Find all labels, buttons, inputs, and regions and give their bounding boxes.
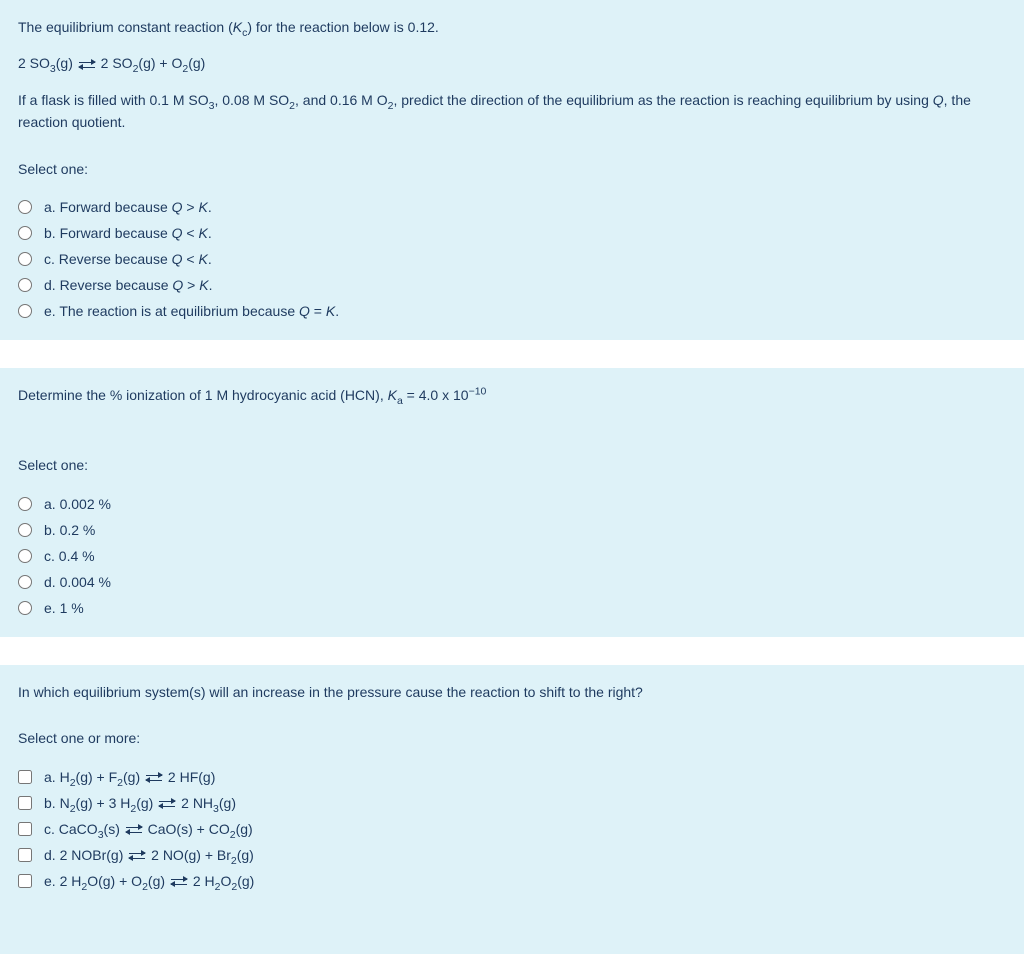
checkbox-input[interactable] [18,822,32,836]
answer-label: a. 0.002 % [44,496,111,512]
select-prompt: Select one: [18,158,1006,180]
answer-option-b[interactable]: b. 0.2 % [18,517,1006,543]
equilibrium-arrow-icon [129,851,145,861]
answer-list: a. 0.002 % b. 0.2 % c. 0.4 % d. 0.004 % … [18,491,1006,621]
question-block-1: The equilibrium constant reaction (Kc) f… [0,0,1024,340]
radio-input[interactable] [18,278,32,292]
answer-option-c[interactable]: c. CaCO3(s) CaO(s) + CO2(g) [18,816,1006,842]
radio-input[interactable] [18,226,32,240]
question-text: The equilibrium constant reaction (Kc) f… [18,16,1006,180]
answer-option-b[interactable]: b. N2(g) + 3 H2(g) 2 NH3(g) [18,790,1006,816]
answer-label: c. 0.4 % [44,548,95,564]
answer-label: d. 0.004 % [44,574,111,590]
text: The equilibrium constant reaction ( [18,19,233,35]
answer-label: a. H2(g) + F2(g) 2 HF(g) [44,769,215,785]
answer-label: c. Reverse because Q < K. [44,251,212,267]
answer-label: a. Forward because Q > K. [44,199,212,215]
select-prompt: Select one or more: [18,727,1006,749]
radio-input[interactable] [18,575,32,589]
question-text: Determine the % ionization of 1 M hydroc… [18,384,1006,477]
question-block-2: Determine the % ionization of 1 M hydroc… [0,368,1024,637]
text: K [233,19,242,35]
answer-option-a[interactable]: a. 0.002 % [18,491,1006,517]
answer-option-e[interactable]: e. 2 H2O(g) + O2(g) 2 H2O2(g) [18,868,1006,894]
answer-option-e[interactable]: e. 1 % [18,595,1006,621]
answer-option-c[interactable]: c. 0.4 % [18,543,1006,569]
answer-label: c. CaCO3(s) CaO(s) + CO2(g) [44,821,253,837]
answer-label: b. 0.2 % [44,522,95,538]
radio-input[interactable] [18,497,32,511]
answer-option-c[interactable]: c. Reverse because Q < K. [18,246,1006,272]
answer-option-a[interactable]: a. H2(g) + F2(g) 2 HF(g) [18,764,1006,790]
radio-input[interactable] [18,200,32,214]
answer-label: d. 2 NOBr(g) 2 NO(g) + Br2(g) [44,847,254,863]
answer-label: b. N2(g) + 3 H2(g) 2 NH3(g) [44,795,236,811]
equilibrium-arrow-icon [146,773,162,783]
answer-list: a. Forward because Q > K. b. Forward bec… [18,194,1006,324]
answer-label: e. The reaction is at equilibrium becaus… [44,303,339,319]
answer-option-d[interactable]: d. 0.004 % [18,569,1006,595]
question-block-3: In which equilibrium system(s) will an i… [0,665,1024,954]
radio-input[interactable] [18,601,32,615]
text: ) for the reaction below is 0.12. [247,19,438,35]
answer-label: e. 1 % [44,600,84,616]
radio-input[interactable] [18,304,32,318]
checkbox-input[interactable] [18,848,32,862]
select-prompt: Select one: [18,454,1006,476]
equilibrium-arrow-icon [79,60,95,70]
answer-label: e. 2 H2O(g) + O2(g) 2 H2O2(g) [44,873,254,889]
answer-label: b. Forward because Q < K. [44,225,212,241]
radio-input[interactable] [18,252,32,266]
radio-input[interactable] [18,549,32,563]
answer-option-e[interactable]: e. The reaction is at equilibrium becaus… [18,298,1006,324]
equilibrium-arrow-icon [126,825,142,835]
checkbox-input[interactable] [18,796,32,810]
checkbox-input[interactable] [18,770,32,784]
answer-option-d[interactable]: d. Reverse because Q > K. [18,272,1006,298]
answer-label: d. Reverse because Q > K. [44,277,213,293]
equation: 2 SO3(g) 2 SO2(g) + O2(g) [18,52,1006,74]
checkbox-input[interactable] [18,874,32,888]
equilibrium-arrow-icon [171,877,187,887]
answer-option-b[interactable]: b. Forward because Q < K. [18,220,1006,246]
answer-list: a. H2(g) + F2(g) 2 HF(g) b. N2(g) + 3 H2… [18,764,1006,894]
radio-input[interactable] [18,523,32,537]
answer-option-a[interactable]: a. Forward because Q > K. [18,194,1006,220]
equilibrium-arrow-icon [159,799,175,809]
question-text: In which equilibrium system(s) will an i… [18,681,1006,750]
answer-option-d[interactable]: d. 2 NOBr(g) 2 NO(g) + Br2(g) [18,842,1006,868]
